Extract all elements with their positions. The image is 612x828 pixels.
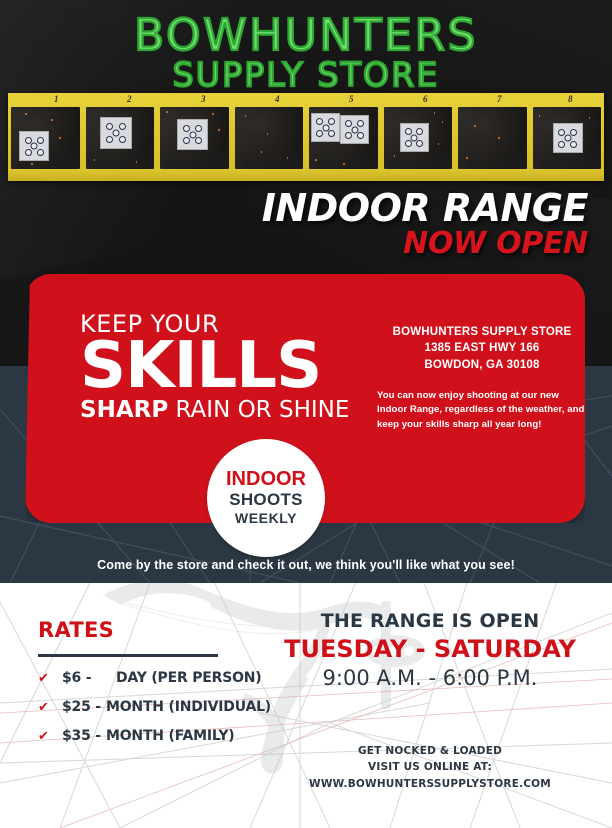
rate-label: DAY (PER PERSON): [116, 670, 262, 686]
lane-5: [309, 107, 378, 169]
lane-number-4: 4: [275, 94, 280, 104]
lane-number-7: 7: [497, 94, 502, 104]
indoor-range-line-2: NOW OPEN: [403, 226, 588, 261]
lane-number-row: 1 2 3 4 5 6 7 8: [8, 94, 604, 108]
target-lanes: [8, 107, 604, 169]
paper-target: [340, 115, 369, 144]
store-info-group: BOWHUNTERS SUPPLY STORE 1385 EAST HWY 16…: [377, 324, 585, 432]
footer-line-1: GET NOCKED & LOADED: [357, 745, 502, 757]
paper-target: [177, 119, 208, 150]
lane-1: [11, 107, 80, 169]
brand-line-2: SUPPLY STORE: [171, 54, 440, 94]
paper-target: [19, 131, 49, 161]
white-line-pattern: [0, 583, 612, 828]
rate-label: MONTH (INDIVIDUAL): [106, 699, 272, 715]
white-bottom-section: RATES ✔ $6 - DAY (PER PERSON) ✔ $25 - MO…: [0, 583, 612, 828]
badge-line-1: INDOOR: [226, 468, 306, 491]
rates-heading: RATES: [38, 618, 115, 642]
sharp-bold-word: SHARP: [80, 396, 169, 423]
footer-line-2: VISIT US ONLINE AT:: [368, 761, 492, 774]
rate-item: ✔ $35 - MONTH (FAMILY): [38, 728, 318, 744]
lane-2: [85, 107, 154, 169]
red-feature-panel: KEEP YOUR SKILLS SHARP RAIN OR SHINE BOW…: [25, 274, 585, 523]
sharp-rain-or-shine: SHARP RAIN OR SHINE: [80, 396, 370, 423]
rate-item: ✔ $25 - MONTH (INDIVIDUAL): [38, 699, 318, 715]
rates-block: RATES ✔ $6 - DAY (PER PERSON) ✔ $25 - MO…: [38, 618, 318, 744]
paper-target: [399, 123, 429, 152]
website-url[interactable]: WWW.BOWHUNTERSSUPPLYSTORE.COM: [309, 777, 551, 790]
lane-6: [383, 107, 452, 169]
rate-amount: $6 -: [62, 670, 92, 686]
skills-text: SKILLS: [80, 329, 322, 403]
lane-number-1: 1: [54, 94, 59, 104]
lane-number-6: 6: [423, 94, 428, 104]
rain-or-shine-text: RAIN OR SHINE: [168, 396, 350, 423]
rate-amount: $25 -: [62, 699, 101, 715]
store-name: BOWHUNTERS SUPPLY STORE: [392, 326, 572, 338]
rates-divider: [38, 654, 218, 657]
lane-7: [458, 107, 527, 169]
lane-number-2: 2: [127, 94, 132, 104]
store-address: BOWHUNTERS SUPPLY STORE 1385 EAST HWY 16…: [377, 324, 585, 373]
store-street: 1385 EAST HWY 166: [424, 342, 540, 355]
indoor-range-line-1: INDOOR RANGE: [261, 186, 589, 230]
indoor-range-heading: INDOOR RANGE NOW OPEN: [261, 186, 589, 261]
check-icon: ✔: [38, 671, 49, 686]
skills-headline-group: KEEP YOUR SKILLS SHARP RAIN OR SHINE: [80, 312, 370, 422]
lane-3: [160, 107, 229, 169]
indoor-range-photo: 1 2 3 4 5 6 7 8: [8, 93, 604, 181]
hours-line-2: TUESDAY - SATURDAY: [284, 634, 576, 663]
tagline-text: Come by the store and check it out, we t…: [97, 558, 515, 572]
hours-line-3: 9:00 A.M. - 6:00 P.M.: [322, 665, 538, 690]
lane-number-8: 8: [568, 94, 573, 104]
lane-number-5: 5: [349, 94, 354, 104]
paper-target: [311, 113, 340, 142]
check-icon: ✔: [38, 700, 49, 715]
badge-line-3: WEEKLY: [234, 509, 298, 526]
check-icon: ✔: [38, 729, 49, 744]
paper-target: [552, 123, 583, 153]
indoor-shoots-badge: INDOOR SHOOTS WEEKLY: [207, 439, 325, 557]
rate-item: ✔ $6 - DAY (PER PERSON): [38, 670, 318, 686]
rate-amount: $35 -: [62, 728, 101, 744]
paper-target: [99, 117, 132, 149]
hours-block: THE RANGE IS OPEN TUESDAY - SATURDAY 9:0…: [280, 609, 580, 692]
badge-line-2: SHOOTS: [229, 490, 303, 510]
lane-number-3: 3: [201, 94, 206, 104]
brand-title: BOWHUNTERS SUPPLY STORE: [0, 10, 612, 94]
hours-line-1: THE RANGE IS OPEN: [320, 610, 540, 632]
lane-8: [532, 107, 601, 169]
rate-label: MONTH (FAMILY): [106, 728, 235, 744]
store-blurb: You can now enjoy shooting at our new In…: [377, 389, 585, 430]
footer-block: GET NOCKED & LOADED VISIT US ONLINE AT: …: [280, 743, 580, 792]
brand-line-1: BOWHUNTERS: [133, 10, 478, 61]
lane-4: [234, 107, 303, 169]
compound-bow-watermark: [103, 583, 425, 774]
keep-your-text: KEEP YOUR: [80, 310, 220, 338]
photo-frame-bottom: [8, 169, 604, 181]
store-city-state-zip: BOWDON, GA 30108: [424, 358, 540, 371]
